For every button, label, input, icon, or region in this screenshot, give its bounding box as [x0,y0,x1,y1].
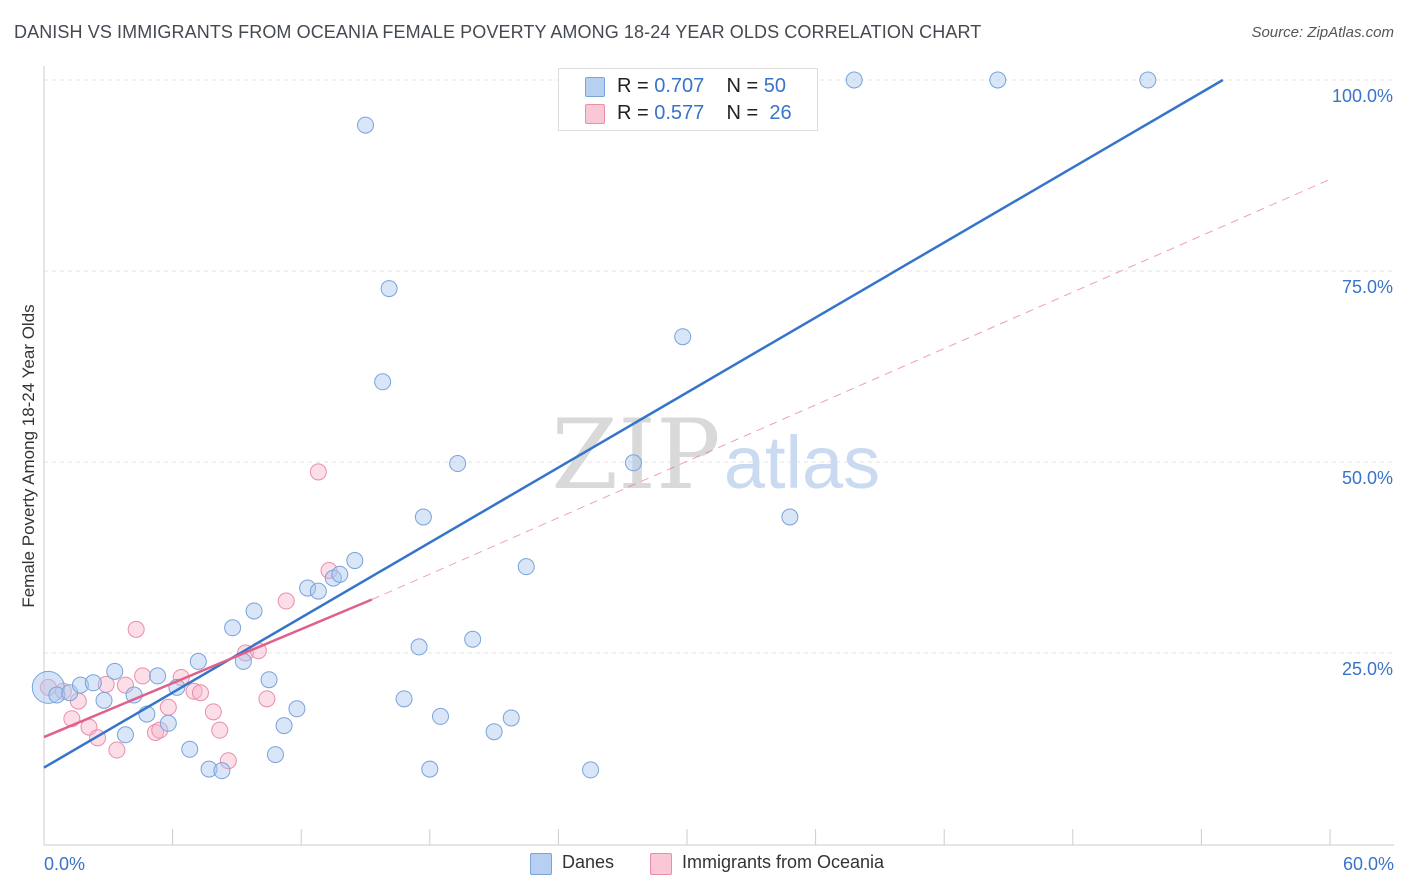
oceania-point [191,684,209,702]
watermark: ZIP atlas [551,399,880,511]
danes-point [189,652,207,670]
danes-point [989,71,1007,89]
danes-point [331,565,349,583]
danes-point [106,662,124,680]
oceania-point [127,620,145,638]
danes-point [624,454,642,472]
legend-swatch-danes [585,77,605,97]
legend-r-label: R = [617,102,649,124]
x-tick-labels: 0.0% 60.0% [44,854,1394,874]
danes-point [48,686,66,704]
oceania-regression-line [43,598,373,739]
danes-point [346,552,364,570]
danes-point [374,373,392,391]
oceania-point [258,690,276,708]
danes-point [502,709,520,727]
danes-point [245,602,263,620]
legend-label-danes: Danes [562,852,615,872]
danes-point [380,280,398,298]
danes-point [95,691,113,709]
danes-point [299,579,317,597]
legend-label-oceania: Immigrants from Oceania [682,852,885,872]
oceania-point [151,721,169,739]
regression-lines [43,78,1331,769]
danes-point [582,761,600,779]
correlation-legend: R = 0.707 N = 50 R = 0.577 N = 26 [558,68,818,131]
legend-n-danes: 50 [763,75,787,97]
danes-points [31,71,1157,780]
watermark-atlas: atlas [724,421,880,504]
oceania-point [309,463,327,481]
oceania-point [185,682,203,700]
danes-point [116,726,134,744]
danes-point [213,762,231,780]
gridlines [44,79,1394,654]
danes-point [357,116,374,134]
oceania-point [108,741,126,759]
danes-point [414,508,432,526]
danes-point [84,674,102,692]
danes-point [149,667,167,685]
danes-point [200,760,218,778]
danes-point [432,707,450,725]
axes [43,66,1394,846]
danes-point [275,717,293,735]
danes-point [159,714,177,732]
y-tick-label: 75.0% [1342,277,1393,297]
danes-point [485,723,503,741]
danes-point [260,671,278,689]
danes-point [181,740,199,758]
x-tick-label-max: 60.0% [1343,854,1394,874]
danes-point [421,760,439,778]
danes-point [288,700,306,718]
danes-point [266,746,284,764]
oceania-point [159,698,177,716]
y-tick-label: 100.0% [1332,86,1393,106]
oceania-points [39,463,338,770]
oceania-point [277,592,295,610]
legend-r-oceania: 0.577 [654,102,705,124]
legend-r-danes: 0.707 [654,75,705,97]
danes-point [674,328,692,346]
danes-point [309,582,327,600]
oceania-trend-extension [371,178,1331,600]
danes-regression-line [43,78,1224,769]
oceania-point [204,703,222,721]
y-tick-label: 50.0% [1342,468,1393,488]
danes-point [224,619,242,637]
oceania-point [134,667,152,685]
danes-point [781,508,799,526]
danes-point [449,455,467,473]
source-label: Source: ZipAtlas.com [1251,24,1394,41]
legend-swatch-oceania [585,104,605,124]
oceania-point [219,752,237,770]
legend-n-label: N = [726,75,759,97]
legend-r-label: R = [617,75,649,97]
legend-swatch-oceania [650,853,672,875]
y-tick-label: 25.0% [1342,659,1393,679]
danes-point [395,690,413,708]
legend-n-oceania: 26 [769,102,792,124]
y-axis-label: Female Poverty Among 18-24 Year Olds [19,304,38,608]
y-tick-labels: 25.0% 50.0% 75.0% 100.0% [1332,86,1393,679]
danes-point [1139,71,1157,89]
oceania-point [211,721,229,739]
legend-swatch-danes [530,853,552,875]
danes-point [845,71,863,89]
danes-point [517,558,535,576]
oceania-point [116,676,134,694]
danes-point [71,676,89,694]
legend-n-label: N = [726,102,759,124]
x-tick-label-min: 0.0% [44,854,85,874]
chart-title: DANISH VS IMMIGRANTS FROM OCEANIA FEMALE… [14,22,982,42]
danes-point [410,638,428,656]
danes-point [464,630,482,648]
